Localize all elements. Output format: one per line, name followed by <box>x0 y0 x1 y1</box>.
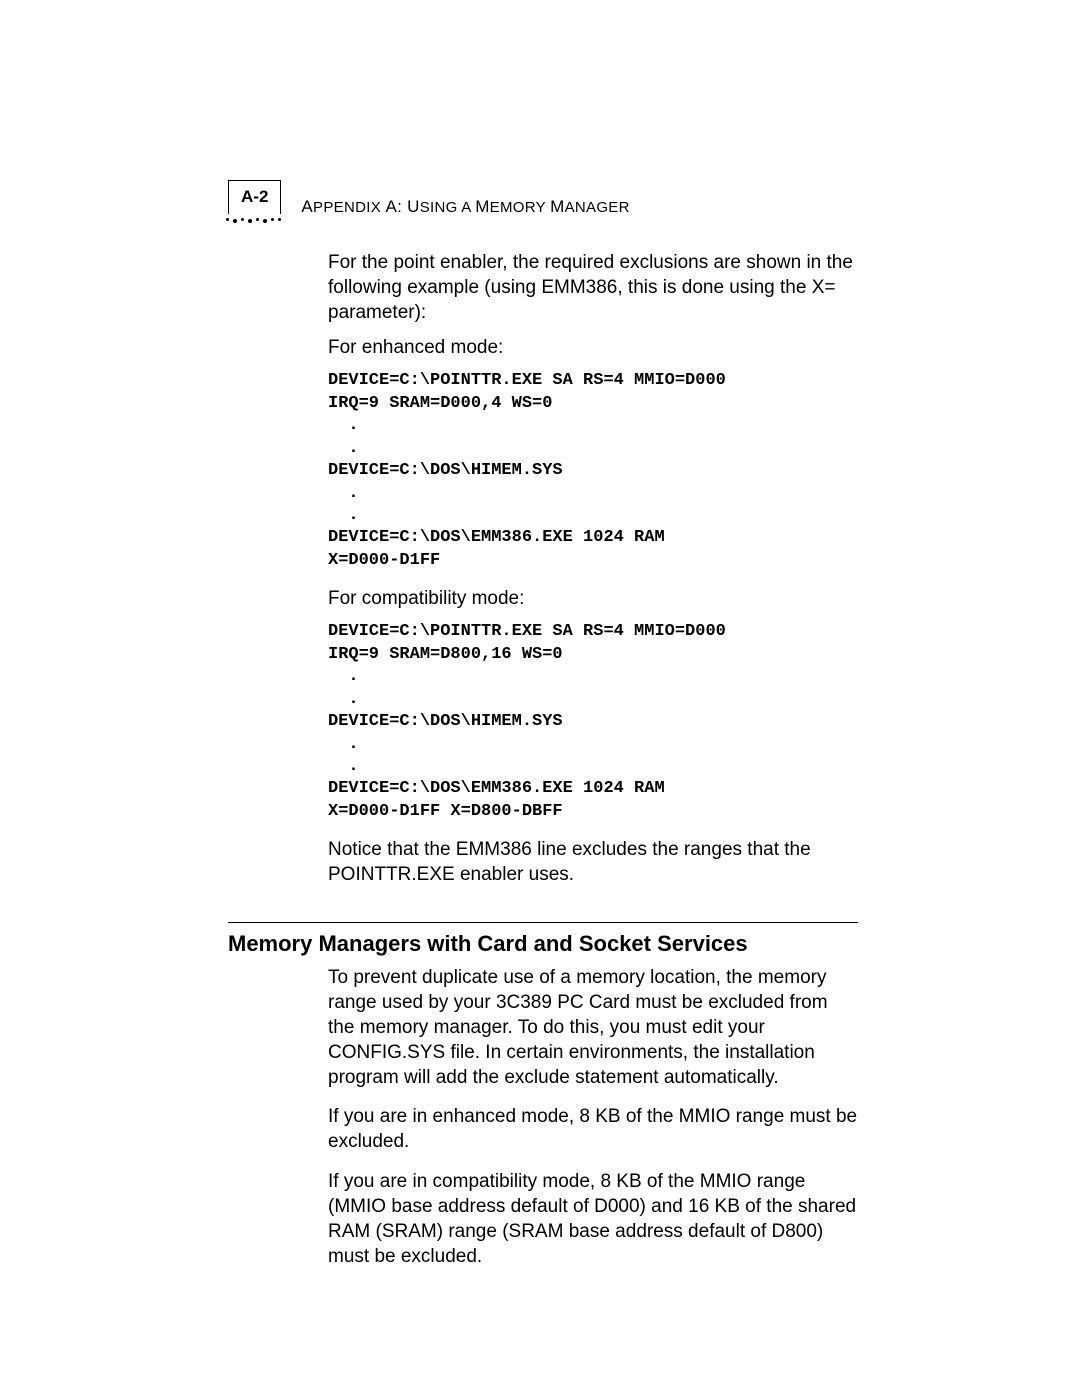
code-block: DEVICE=C:\POINTTR.EXE SA RS=4 MMIO=D000 … <box>328 621 858 823</box>
header-word: EMORY <box>490 199 546 216</box>
section-heading: Memory Managers with Card and Socket Ser… <box>228 931 858 957</box>
header-word: M <box>550 197 564 216</box>
code-block: DEVICE=C:\POINTTR.EXE SA RS=4 MMIO=D000 … <box>328 370 858 572</box>
header-word: A: U <box>385 197 419 216</box>
page: A-2 APPENDIX A: USING A MEMORY MANAGER F… <box>0 0 1080 1397</box>
running-header: A-2 APPENDIX A: USING A MEMORY MANAGER <box>228 180 868 223</box>
section-body: To prevent duplicate use of a memory loc… <box>328 965 858 1269</box>
paragraph: If you are in enhanced mode, 8 KB of the… <box>328 1104 858 1154</box>
header-word: PPENDIX <box>313 199 381 216</box>
paragraph: For enhanced mode: <box>328 335 858 360</box>
page-number: A-2 <box>228 180 281 214</box>
header-word: M <box>475 197 489 216</box>
section-rule <box>228 922 858 923</box>
paragraph: For the point enabler, the required excl… <box>328 250 858 325</box>
paragraph: To prevent duplicate use of a memory loc… <box>328 965 858 1090</box>
dots-icon <box>226 218 281 223</box>
page-number-ornament: A-2 <box>228 180 281 223</box>
main-body: For the point enabler, the required excl… <box>328 250 858 897</box>
section: Memory Managers with Card and Socket Ser… <box>228 922 858 1279</box>
header-word: A <box>301 197 313 216</box>
paragraph: If you are in compatibility mode, 8 KB o… <box>328 1169 858 1269</box>
paragraph: Notice that the EMM386 line excludes the… <box>328 837 858 887</box>
paragraph: For compatibility mode: <box>328 586 858 611</box>
header-word: ANAGER <box>565 199 630 216</box>
header-title: APPENDIX A: USING A MEMORY MANAGER <box>301 198 629 223</box>
header-word: SING A <box>420 199 471 216</box>
